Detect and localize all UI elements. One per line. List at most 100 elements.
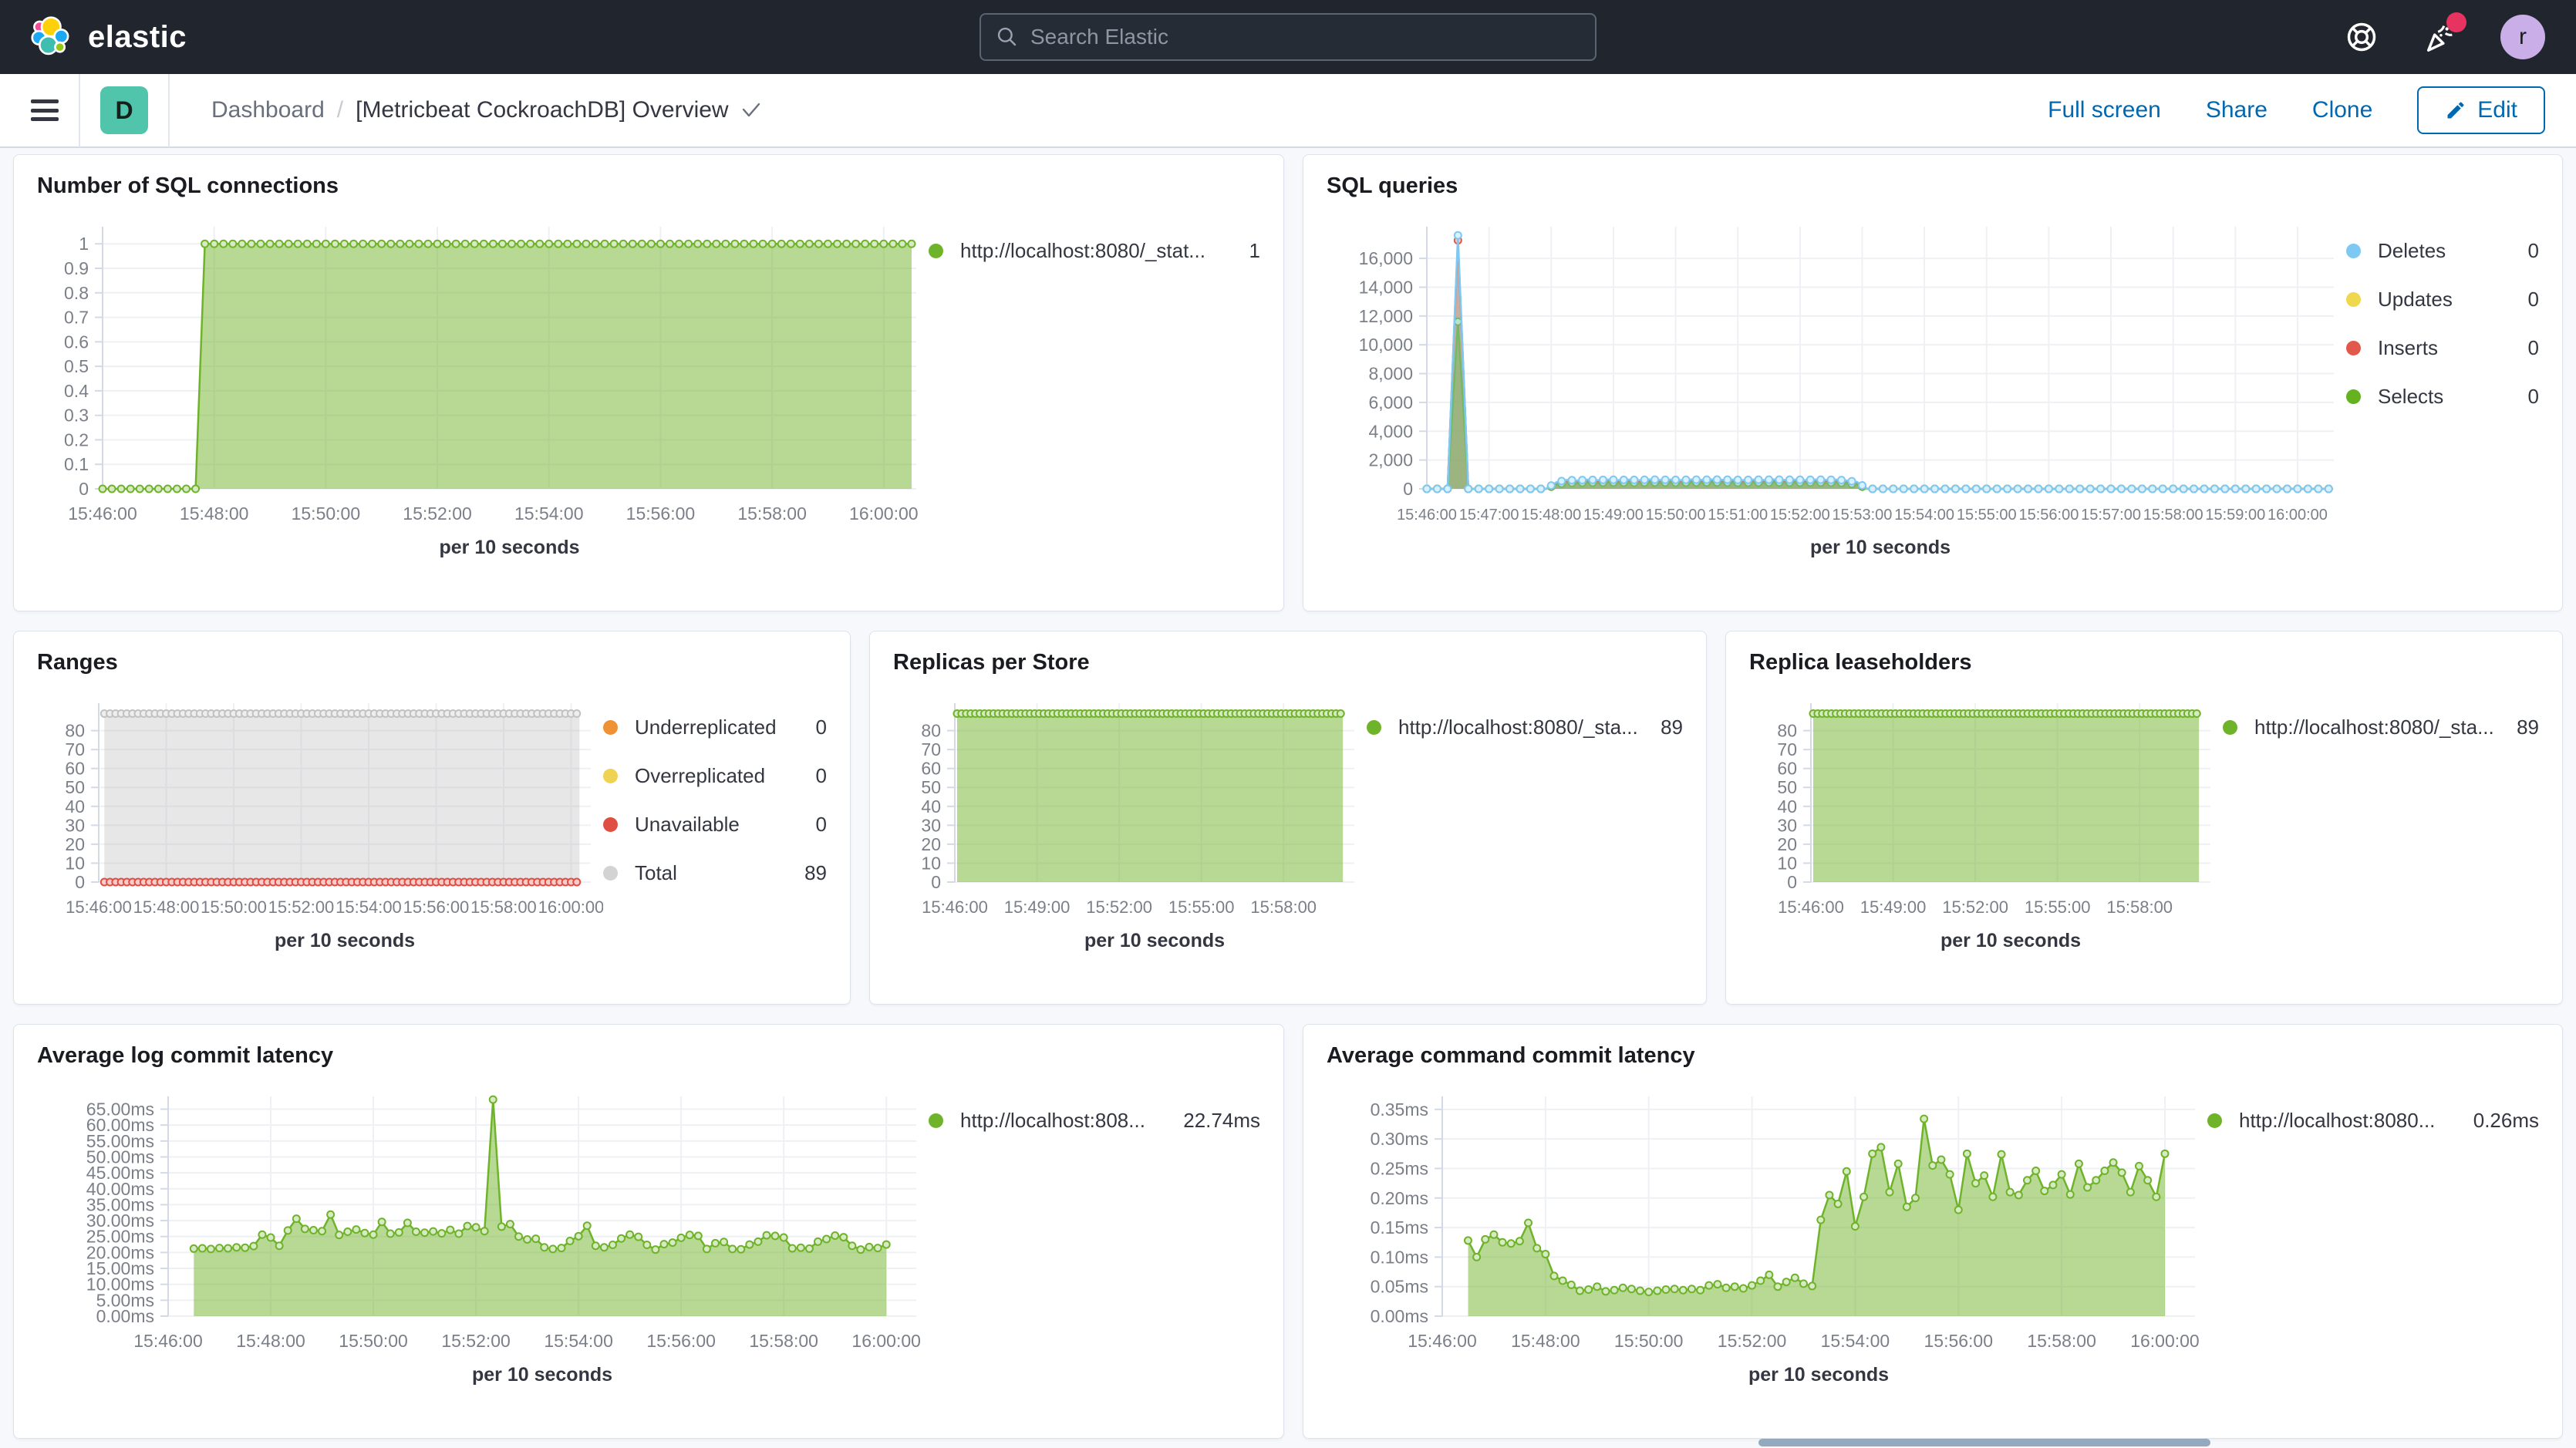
legend-label: http://localhost:8080... xyxy=(2239,1109,2436,1132)
legend-item[interactable]: http://localhost:8080... 0.26ms xyxy=(2207,1109,2539,1133)
svg-text:0: 0 xyxy=(1787,872,1797,892)
svg-text:0.6: 0.6 xyxy=(64,332,89,352)
title-chevron-icon[interactable] xyxy=(741,102,761,119)
search-input[interactable] xyxy=(1030,25,1581,49)
legend-value: 0 xyxy=(815,764,827,787)
svg-text:per 10 seconds: per 10 seconds xyxy=(439,537,579,558)
legend-item[interactable]: Deletes 0 xyxy=(2346,239,2539,263)
svg-text:15:52:00: 15:52:00 xyxy=(441,1331,511,1351)
divider xyxy=(168,73,170,147)
full-screen-button[interactable]: Full screen xyxy=(2048,97,2161,123)
svg-text:15:48:00: 15:48:00 xyxy=(133,897,200,917)
share-button[interactable]: Share xyxy=(2205,97,2267,123)
legend-value: 89 xyxy=(2517,716,2539,739)
panel-replicas-per-store: Replicas per Store 80 70 60 50 40 30 20 10 0 15:4… xyxy=(869,631,1707,1005)
legend-label: Total xyxy=(635,861,677,884)
svg-text:70: 70 xyxy=(65,739,85,759)
svg-text:15:58:00: 15:58:00 xyxy=(2027,1331,2096,1351)
svg-text:15:46:00: 15:46:00 xyxy=(922,897,988,917)
svg-text:15:58:00: 15:58:00 xyxy=(2106,897,2173,917)
svg-text:0.5: 0.5 xyxy=(64,356,89,376)
svg-text:50: 50 xyxy=(65,777,85,797)
command-commit-latency-area-chart: 0.35ms 0.30ms 0.25ms 0.20ms 0.15ms 0.10ms 0.05… xyxy=(1371,1096,2200,1386)
legend-color-dot xyxy=(2346,292,2361,307)
news-button[interactable] xyxy=(2422,12,2466,56)
legend-value: 89 xyxy=(1661,716,1683,739)
legend-value: 89 xyxy=(804,861,827,884)
legend-item[interactable]: Inserts 0 xyxy=(2346,336,2539,360)
svg-text:30: 30 xyxy=(921,815,941,835)
svg-text:12,000: 12,000 xyxy=(1359,306,1413,326)
svg-text:15:50:00: 15:50:00 xyxy=(201,897,267,917)
legend-item[interactable]: Total 89 xyxy=(603,861,827,885)
panel-title: Replica leaseholders xyxy=(1749,650,1972,675)
svg-text:per 10 seconds: per 10 seconds xyxy=(275,930,415,951)
menu-button[interactable] xyxy=(31,99,59,121)
panel-title: Replicas per Store xyxy=(893,650,1090,675)
help-button[interactable] xyxy=(2343,19,2380,56)
legend-label: Selects xyxy=(2378,385,2444,408)
legend-item[interactable]: Unavailable 0 xyxy=(603,813,827,837)
breadcrumb-dashboard-link[interactable]: Dashboard xyxy=(211,97,325,123)
svg-text:15:54:00: 15:54:00 xyxy=(335,897,402,917)
legend-item[interactable]: http://localhost:808... 22.74ms xyxy=(929,1109,1260,1133)
legend-item[interactable]: Underreplicated 0 xyxy=(603,716,827,739)
svg-text:15:52:00: 15:52:00 xyxy=(268,897,335,917)
svg-text:15:50:00: 15:50:00 xyxy=(1646,507,1706,524)
svg-text:25.00ms: 25.00ms xyxy=(86,1227,154,1247)
svg-text:45.00ms: 45.00ms xyxy=(86,1163,154,1183)
dashboard-app-badge[interactable]: D xyxy=(100,86,148,134)
svg-text:30.00ms: 30.00ms xyxy=(86,1211,154,1231)
svg-text:0: 0 xyxy=(1403,479,1413,499)
svg-text:55.00ms: 55.00ms xyxy=(86,1131,154,1151)
svg-text:15:51:00: 15:51:00 xyxy=(1708,507,1768,524)
svg-text:15.00ms: 15.00ms xyxy=(86,1258,154,1278)
svg-text:15:50:00: 15:50:00 xyxy=(339,1331,408,1351)
clone-button[interactable]: Clone xyxy=(2311,97,2373,123)
svg-text:40: 40 xyxy=(65,796,85,817)
legend-item[interactable]: Selects 0 xyxy=(2346,385,2539,409)
svg-text:0: 0 xyxy=(931,872,941,892)
legend-item[interactable]: http://localhost:8080/_sta... 89 xyxy=(1367,716,1683,739)
svg-text:15:46:00: 15:46:00 xyxy=(133,1331,203,1351)
user-avatar[interactable]: r xyxy=(2500,15,2545,59)
panel-ranges: Ranges 80 70 60 50 40 30 20 10 0 15:46:00 15:48:00… xyxy=(13,631,851,1005)
avatar-initial: r xyxy=(2519,24,2527,49)
log-commit-latency-area-chart: 65.00ms60.00ms55.00ms50.00ms45.00ms40.00… xyxy=(86,1095,921,1386)
legend-color-dot xyxy=(603,817,618,832)
svg-text:16:00:00: 16:00:00 xyxy=(2130,1331,2200,1351)
legend-color-dot xyxy=(2346,389,2361,404)
edit-button[interactable]: Edit xyxy=(2417,86,2545,134)
panel-title: SQL queries xyxy=(1327,173,1458,198)
global-search[interactable] xyxy=(979,13,1597,61)
horizontal-scrollbar-thumb[interactable] xyxy=(1758,1439,2210,1446)
legend-label: Unavailable xyxy=(635,813,740,836)
legend-color-dot xyxy=(929,244,943,258)
legend-value: 0 xyxy=(2527,239,2539,262)
svg-text:15:46:00: 15:46:00 xyxy=(1778,897,1844,917)
legend-value: 0 xyxy=(2527,385,2539,408)
svg-text:50.00ms: 50.00ms xyxy=(86,1147,154,1167)
pencil-icon xyxy=(2447,102,2464,119)
legend-item[interactable]: http://localhost:8080/_sta... 89 xyxy=(2223,716,2539,739)
chart-legend: Underreplicated 0 Overreplicated 0 Unava… xyxy=(603,680,827,885)
elastic-logo[interactable]: elastic xyxy=(31,15,187,59)
svg-text:15:58:00: 15:58:00 xyxy=(470,897,537,917)
legend-item[interactable]: http://localhost:8080/_stat... 1 xyxy=(929,239,1260,263)
svg-text:15:48:00: 15:48:00 xyxy=(1511,1331,1580,1351)
chart-legend: http://localhost:8080/_sta... 89 xyxy=(2223,680,2539,739)
svg-text:15:46:00: 15:46:00 xyxy=(1397,507,1457,524)
svg-text:15:53:00: 15:53:00 xyxy=(1833,507,1893,524)
legend-label: Updates xyxy=(2378,288,2453,311)
panel-title: Average command commit latency xyxy=(1327,1043,1695,1068)
help-life-ring-icon xyxy=(2347,22,2376,52)
svg-text:70: 70 xyxy=(921,739,941,759)
svg-text:60: 60 xyxy=(921,759,941,779)
svg-text:15:52:00: 15:52:00 xyxy=(1086,897,1152,917)
svg-text:0.05ms: 0.05ms xyxy=(1371,1277,1428,1297)
legend-item[interactable]: Overreplicated 0 xyxy=(603,764,827,788)
badge-letter: D xyxy=(115,96,133,124)
svg-text:10: 10 xyxy=(921,853,941,873)
legend-item[interactable]: Updates 0 xyxy=(2346,288,2539,311)
svg-text:15:46:00: 15:46:00 xyxy=(1408,1331,1477,1351)
